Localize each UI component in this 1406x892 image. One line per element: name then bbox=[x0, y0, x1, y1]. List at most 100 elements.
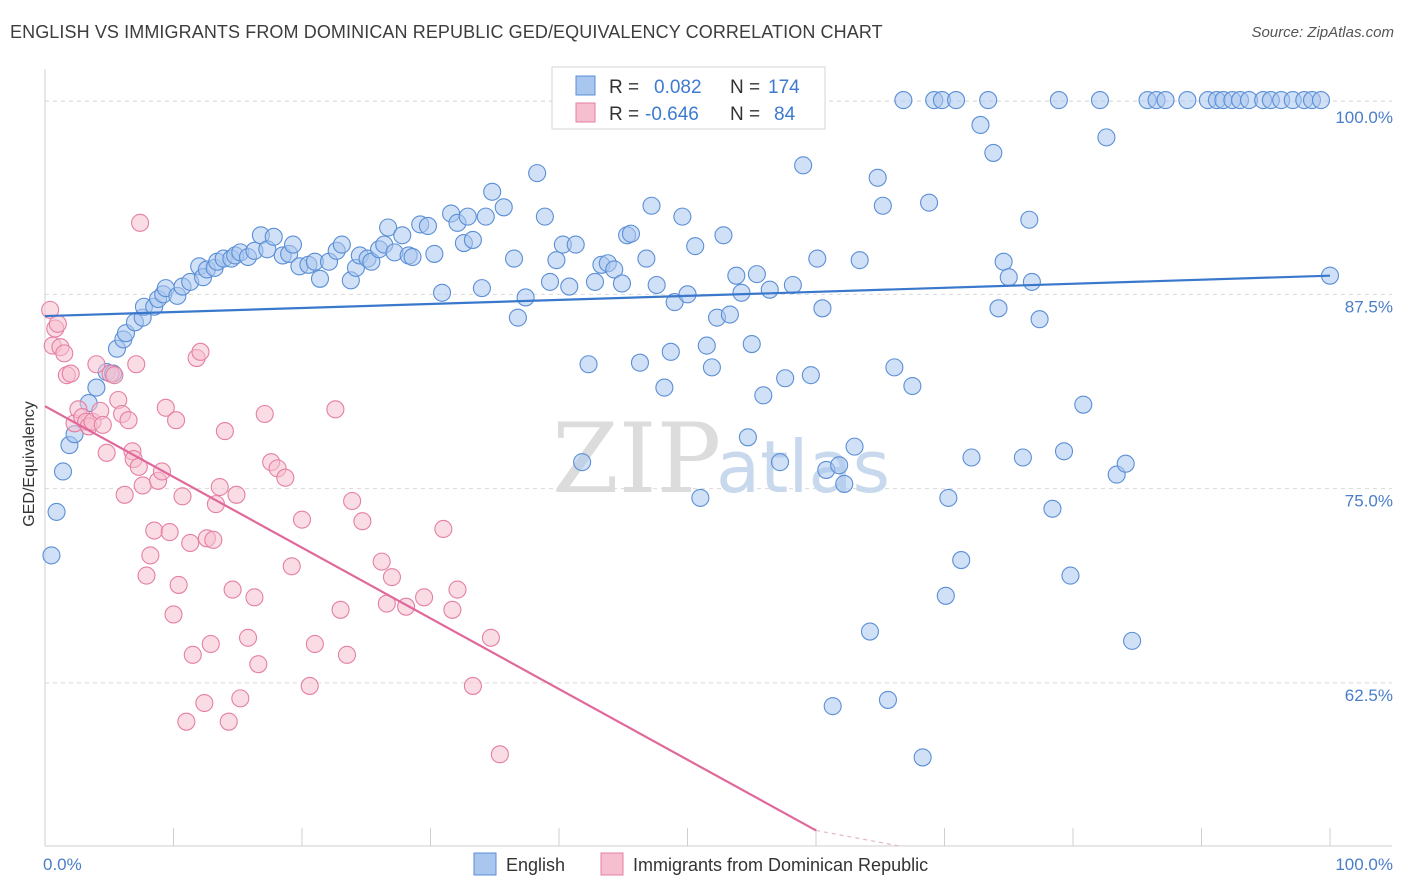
legend-n-label-english: N = bbox=[730, 77, 760, 98]
english-point bbox=[472, 279, 491, 298]
dominican-point bbox=[167, 411, 186, 430]
english-point bbox=[425, 244, 444, 263]
english-point bbox=[720, 305, 739, 324]
dominican-point bbox=[201, 634, 220, 654]
english-point bbox=[310, 269, 330, 288]
english-point bbox=[621, 224, 641, 243]
english-point bbox=[783, 275, 802, 295]
english-point bbox=[1022, 272, 1041, 291]
english-point bbox=[508, 308, 527, 327]
english-point bbox=[418, 216, 437, 236]
english-point bbox=[1043, 499, 1062, 518]
english-point bbox=[655, 378, 674, 397]
english-point bbox=[962, 448, 981, 467]
english-point bbox=[483, 182, 502, 201]
dominican-point bbox=[255, 404, 274, 424]
dominican-point bbox=[490, 745, 509, 764]
english-point bbox=[283, 235, 303, 254]
dominican-point bbox=[195, 693, 214, 713]
english-point bbox=[808, 249, 827, 268]
english-point bbox=[1049, 91, 1068, 110]
english-point bbox=[989, 299, 1008, 318]
english-point bbox=[691, 488, 710, 507]
english-point bbox=[535, 207, 554, 226]
english-point bbox=[630, 353, 650, 372]
english-point bbox=[87, 378, 106, 397]
dominican-point bbox=[156, 398, 175, 417]
english-point bbox=[1311, 91, 1331, 110]
legend-swatch-english bbox=[575, 75, 596, 96]
dominican-point bbox=[127, 355, 146, 374]
legend-n-label-dominican: N = bbox=[730, 104, 760, 125]
english-point bbox=[53, 462, 73, 481]
english-point bbox=[952, 551, 971, 570]
english-point bbox=[264, 227, 283, 246]
dominican-point bbox=[105, 366, 124, 385]
english-point bbox=[540, 272, 560, 291]
english-point bbox=[727, 266, 746, 285]
english-point bbox=[516, 288, 535, 307]
dominican-point bbox=[300, 676, 319, 695]
english-point bbox=[1090, 91, 1110, 110]
english-point bbox=[661, 342, 680, 361]
dominican-point bbox=[353, 512, 372, 531]
english-point bbox=[579, 355, 598, 374]
dominican-point bbox=[227, 485, 246, 504]
english-point bbox=[947, 91, 966, 110]
dominican-point bbox=[337, 645, 357, 664]
dominican-point bbox=[169, 575, 188, 594]
stats-legend: R = 0.082 N = 174 R = -0.646 N = 84 bbox=[551, 66, 826, 130]
english-point bbox=[647, 275, 666, 295]
english-point bbox=[794, 156, 813, 175]
ticks-layer: 62.5% 75.0% 87.5% 100.0% 0.0% 100.0% bbox=[43, 108, 1393, 874]
english-point bbox=[1030, 310, 1049, 329]
english-point bbox=[903, 376, 922, 396]
english-point bbox=[458, 207, 477, 226]
english-point bbox=[878, 690, 898, 709]
legend-swatch-dominican bbox=[575, 102, 596, 123]
english-point bbox=[984, 143, 1003, 162]
dominican-point bbox=[305, 634, 324, 654]
english-point bbox=[823, 697, 842, 716]
english-point bbox=[913, 748, 932, 767]
dominican-point bbox=[115, 485, 134, 504]
english-point bbox=[770, 453, 790, 472]
english-point bbox=[1020, 210, 1039, 229]
english-point bbox=[332, 235, 351, 254]
english-point bbox=[1061, 566, 1080, 585]
english-point bbox=[894, 91, 913, 110]
english-point bbox=[920, 193, 939, 212]
dominican-point bbox=[223, 580, 242, 599]
y-tick-label: 62.5% bbox=[1345, 686, 1393, 705]
dominican-point bbox=[292, 510, 312, 529]
english-point bbox=[835, 474, 854, 493]
dominican-point bbox=[219, 712, 238, 731]
english-point bbox=[801, 366, 820, 385]
english-point bbox=[936, 586, 955, 605]
english-point bbox=[738, 428, 757, 447]
dominican-point bbox=[210, 477, 229, 497]
dominican-point bbox=[145, 521, 164, 540]
legend-n-value-english: 174 bbox=[768, 77, 800, 98]
series-legend: English Immigrants from Dominican Republ… bbox=[473, 852, 928, 876]
legend-r-label-english: R = bbox=[609, 77, 639, 98]
bottom-legend-label-dominican: Immigrants from Dominican Republic bbox=[633, 855, 928, 875]
x-tick-label-min: 0.0% bbox=[43, 855, 82, 874]
english-point bbox=[433, 283, 452, 302]
english-point bbox=[979, 91, 998, 110]
english-trend-line bbox=[44, 274, 1331, 318]
english-point bbox=[463, 230, 482, 249]
english-point bbox=[873, 196, 892, 215]
y-tick-label: 87.5% bbox=[1345, 297, 1393, 316]
english-point bbox=[476, 207, 495, 226]
bottom-legend-swatch-english bbox=[473, 852, 497, 876]
english-point bbox=[605, 260, 624, 279]
x-tick-label-max: 100.0% bbox=[1335, 855, 1393, 874]
dominican-point bbox=[238, 628, 258, 647]
dominican-trend-extension bbox=[815, 829, 900, 847]
english-point bbox=[1116, 454, 1135, 473]
legend-r-value-english: 0.082 bbox=[654, 77, 702, 98]
dominican-point bbox=[463, 676, 482, 695]
english-point bbox=[697, 336, 716, 355]
dominican-point bbox=[231, 689, 250, 708]
